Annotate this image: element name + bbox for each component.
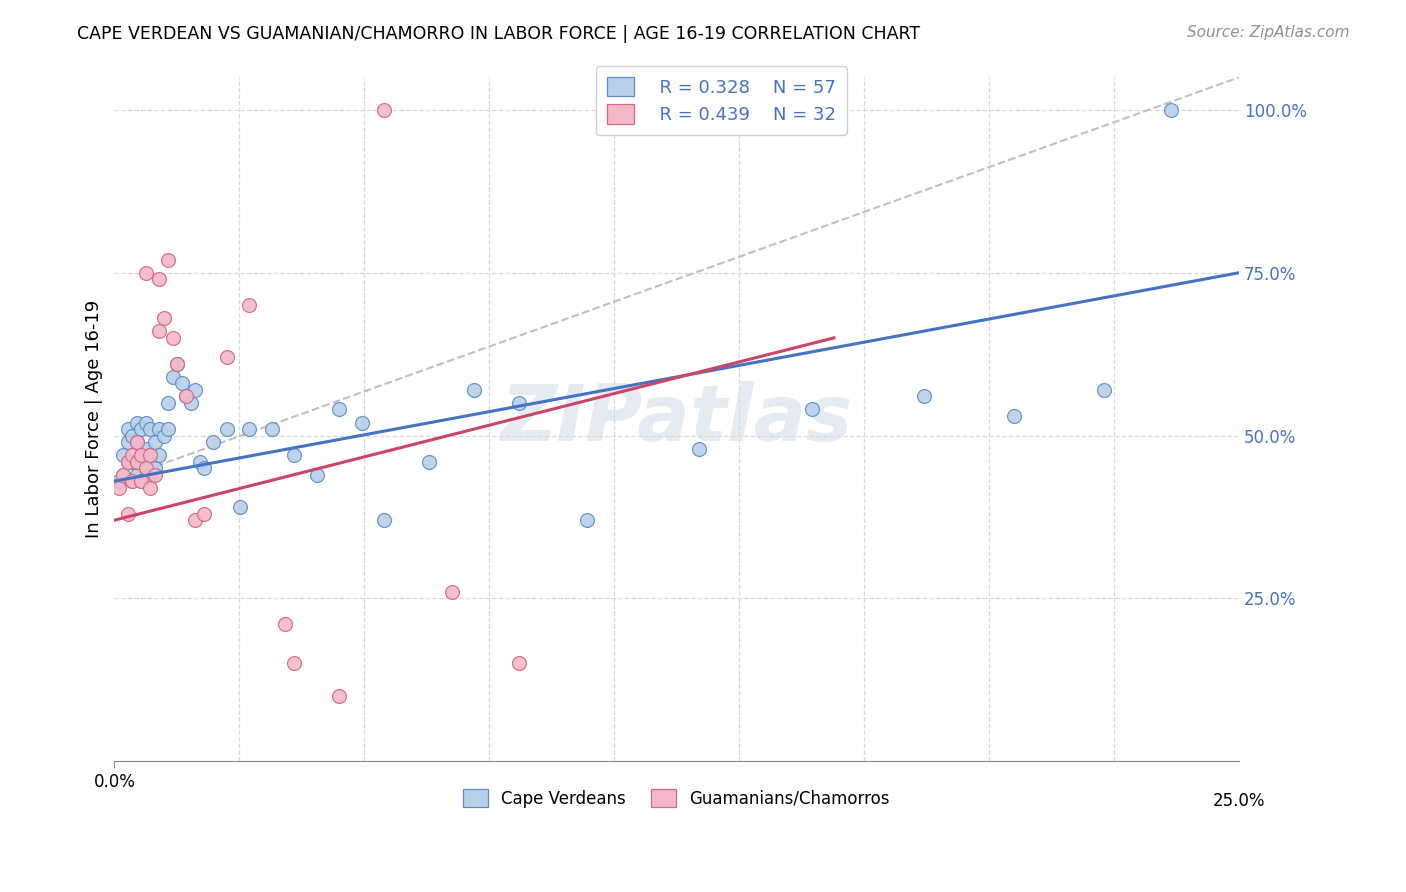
Point (193, 507, 215, 521)
Point (238, 422, 260, 436)
Text: 25.0%: 25.0% (1212, 791, 1265, 810)
Point (112, 467, 135, 482)
Point (125, 435, 148, 450)
Point (139, 448, 162, 462)
Point (202, 435, 225, 450)
Point (180, 396, 202, 410)
Point (274, 617, 297, 632)
Point (139, 422, 162, 436)
Point (112, 467, 135, 482)
Text: CAPE VERDEAN VS GUAMANIAN/CHAMORRO IN LABOR FORCE | AGE 16-19 CORRELATION CHART: CAPE VERDEAN VS GUAMANIAN/CHAMORRO IN LA… (77, 25, 921, 43)
Point (508, 657, 530, 671)
Point (1092, 383, 1115, 397)
Point (1160, 103, 1182, 117)
Point (121, 474, 143, 488)
Point (688, 442, 710, 456)
Point (153, 311, 176, 326)
Point (148, 324, 170, 338)
Point (912, 389, 935, 403)
Point (283, 657, 305, 671)
Point (170, 376, 193, 391)
Point (139, 481, 162, 495)
Point (143, 461, 166, 475)
Point (166, 357, 188, 371)
Point (117, 454, 139, 468)
Legend: Cape Verdeans, Guamanians/Chamorros: Cape Verdeans, Guamanians/Chamorros (457, 782, 897, 814)
Point (131, 474, 153, 488)
Text: Source: ZipAtlas.com: Source: ZipAtlas.com (1187, 25, 1350, 40)
Point (108, 474, 131, 488)
Point (1002, 409, 1025, 423)
Point (176, 389, 198, 403)
Y-axis label: In Labor Force | Age 16-19: In Labor Force | Age 16-19 (86, 300, 103, 539)
Point (283, 448, 305, 462)
Point (328, 402, 350, 417)
Point (157, 422, 180, 436)
Point (229, 500, 252, 515)
Point (800, 402, 823, 417)
Point (148, 448, 170, 462)
Point (215, 351, 238, 365)
Point (117, 454, 139, 468)
Point (143, 467, 166, 482)
Point (157, 396, 180, 410)
Text: ZIPatlas: ZIPatlas (501, 381, 852, 458)
Point (215, 422, 238, 436)
Point (117, 435, 139, 450)
Point (184, 383, 207, 397)
Point (184, 513, 207, 527)
Point (463, 383, 485, 397)
Point (153, 428, 176, 442)
Point (143, 435, 166, 450)
Point (131, 422, 153, 436)
Point (131, 448, 153, 462)
Point (135, 461, 157, 475)
Point (373, 513, 395, 527)
Point (188, 454, 211, 468)
Point (350, 416, 373, 430)
Point (125, 435, 148, 450)
Point (125, 454, 148, 468)
Point (238, 298, 260, 312)
Point (131, 474, 153, 488)
Point (121, 428, 143, 442)
Point (162, 331, 184, 345)
Point (148, 272, 170, 286)
Point (508, 396, 530, 410)
Point (305, 467, 328, 482)
Point (112, 448, 135, 462)
Point (260, 422, 283, 436)
Point (418, 454, 440, 468)
Point (121, 448, 143, 462)
Point (121, 454, 143, 468)
Point (575, 513, 598, 527)
Point (135, 461, 157, 475)
Point (135, 416, 157, 430)
Point (139, 467, 162, 482)
Point (135, 266, 157, 280)
Point (117, 507, 139, 521)
Point (193, 461, 215, 475)
Point (135, 442, 157, 456)
Point (131, 448, 153, 462)
Point (139, 448, 162, 462)
Point (328, 689, 350, 703)
Point (157, 252, 180, 267)
Point (176, 389, 198, 403)
Point (373, 103, 395, 117)
Point (440, 584, 463, 599)
Point (108, 481, 131, 495)
Point (117, 422, 139, 436)
Point (148, 422, 170, 436)
Point (125, 454, 148, 468)
Point (162, 370, 184, 384)
Point (121, 474, 143, 488)
Point (125, 416, 148, 430)
Point (125, 467, 148, 482)
Point (166, 357, 188, 371)
